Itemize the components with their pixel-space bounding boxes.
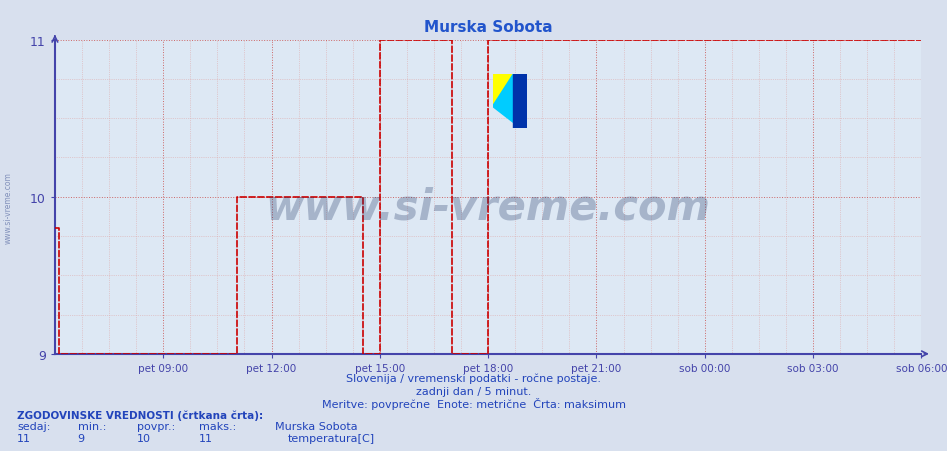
Text: povpr.:: povpr.:: [137, 421, 175, 431]
Text: www.si-vreme.com: www.si-vreme.com: [266, 186, 710, 228]
Text: 10: 10: [137, 433, 152, 443]
Text: zadnji dan / 5 minut.: zadnji dan / 5 minut.: [416, 387, 531, 396]
Polygon shape: [492, 75, 513, 107]
Title: Murska Sobota: Murska Sobota: [424, 20, 552, 35]
Text: Slovenija / vremenski podatki - ročne postaje.: Slovenija / vremenski podatki - ročne po…: [346, 373, 601, 383]
Text: ZGODOVINSKE VREDNOSTI (črtkana črta):: ZGODOVINSKE VREDNOSTI (črtkana črta):: [17, 410, 263, 420]
Text: min.:: min.:: [78, 421, 106, 431]
Text: 9: 9: [78, 433, 85, 443]
Text: 11: 11: [199, 433, 213, 443]
Polygon shape: [513, 75, 527, 129]
Text: www.si-vreme.com: www.si-vreme.com: [4, 171, 13, 244]
Text: Meritve: povprečne  Enote: metrične  Črta: maksimum: Meritve: povprečne Enote: metrične Črta:…: [321, 397, 626, 409]
Text: temperatura[C]: temperatura[C]: [288, 433, 375, 443]
Text: 11: 11: [17, 433, 31, 443]
Polygon shape: [492, 75, 513, 123]
Text: Murska Sobota: Murska Sobota: [275, 421, 357, 431]
Text: maks.:: maks.:: [199, 421, 236, 431]
Text: sedaj:: sedaj:: [17, 421, 50, 431]
